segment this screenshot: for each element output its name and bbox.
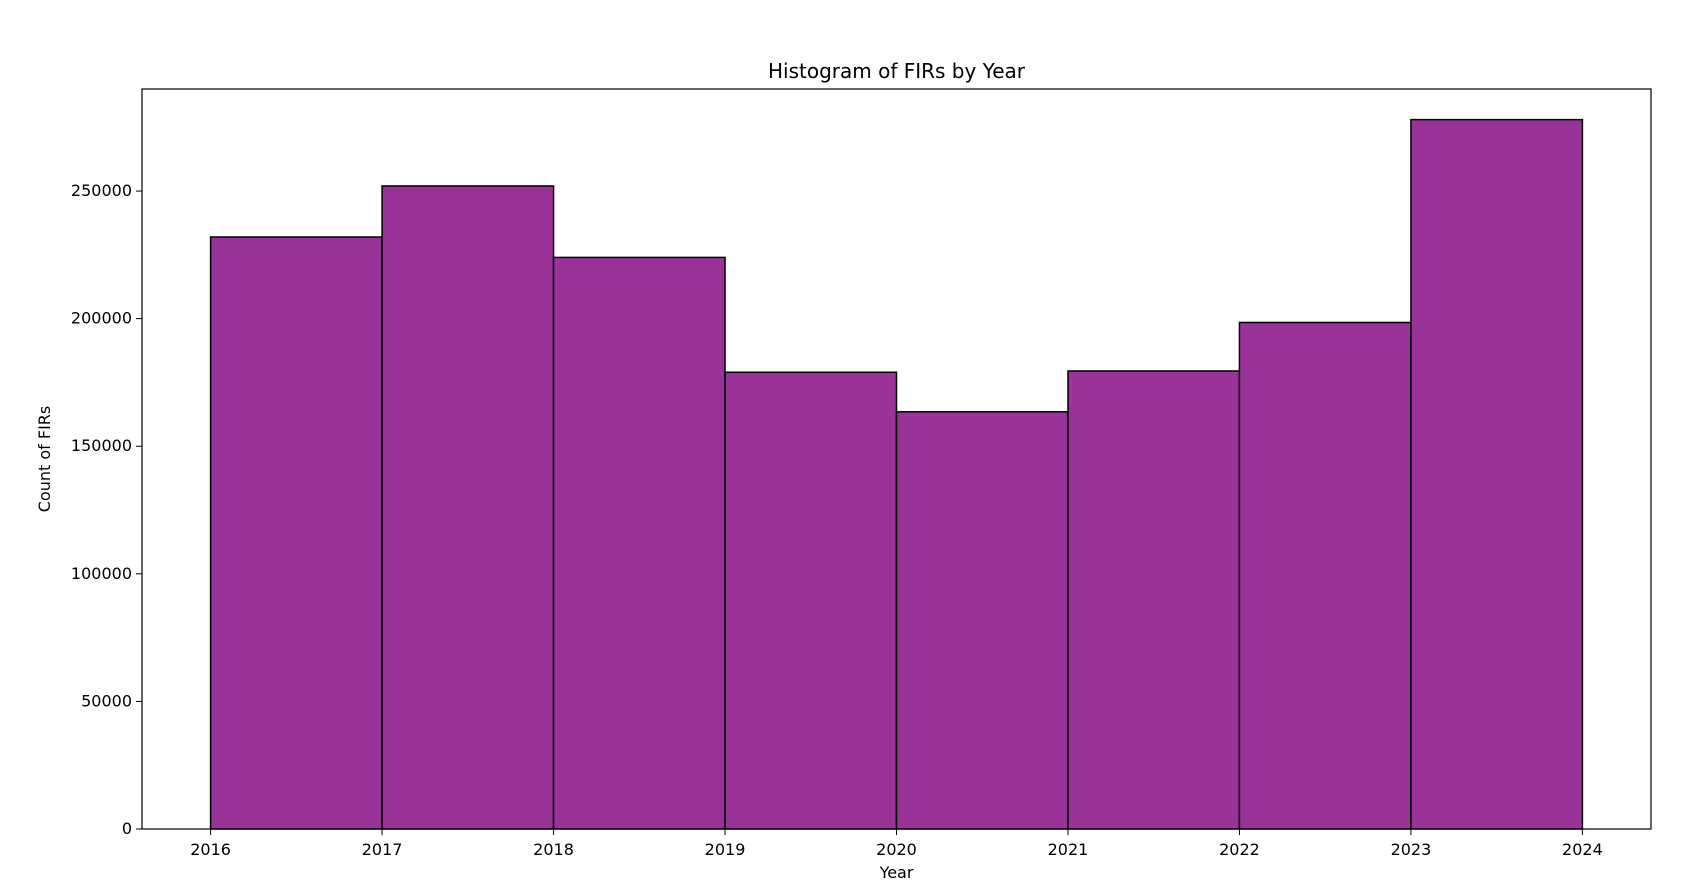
histogram-bar-2016 xyxy=(209,236,383,830)
x-axis: 2016 2017 2018 2019 2020 2021 2022 2023 2024 xyxy=(190,829,1603,859)
x-tick-label: 2019 xyxy=(705,840,746,859)
chart-title: Histogram of FIRs by Year xyxy=(768,59,1026,83)
y-tick-label: 0 xyxy=(122,819,132,838)
y-tick-label: 200000 xyxy=(71,309,132,328)
histogram-bar-2017 xyxy=(381,185,555,830)
y-tick-label: 150000 xyxy=(71,436,132,455)
x-tick-label: 2021 xyxy=(1048,840,1089,859)
x-tick-label: 2024 xyxy=(1562,840,1603,859)
y-axis: 0 50000 100000 150000 200000 250000 xyxy=(71,181,142,838)
y-axis-title: Count of FIRs xyxy=(35,406,54,512)
histogram-bar-2023 xyxy=(1410,118,1584,830)
y-tick-label: 250000 xyxy=(71,181,132,200)
x-tick-label: 2022 xyxy=(1219,840,1260,859)
histogram-bar-2021 xyxy=(1067,370,1241,830)
histogram-bar-2019 xyxy=(724,371,898,830)
x-tick-label: 2017 xyxy=(362,840,403,859)
x-tick-label: 2020 xyxy=(876,840,917,859)
x-tick-label: 2023 xyxy=(1391,840,1432,859)
y-tick-label: 100000 xyxy=(71,564,132,583)
x-tick-label: 2016 xyxy=(190,840,231,859)
histogram-bar-2022 xyxy=(1238,321,1412,830)
y-tick-label: 50000 xyxy=(81,691,132,710)
histogram-bar-2020 xyxy=(895,411,1069,830)
x-tick-label: 2018 xyxy=(533,840,574,859)
x-axis-title: Year xyxy=(879,863,914,882)
histogram-bar-2018 xyxy=(552,256,726,830)
bars-group xyxy=(209,118,1584,830)
